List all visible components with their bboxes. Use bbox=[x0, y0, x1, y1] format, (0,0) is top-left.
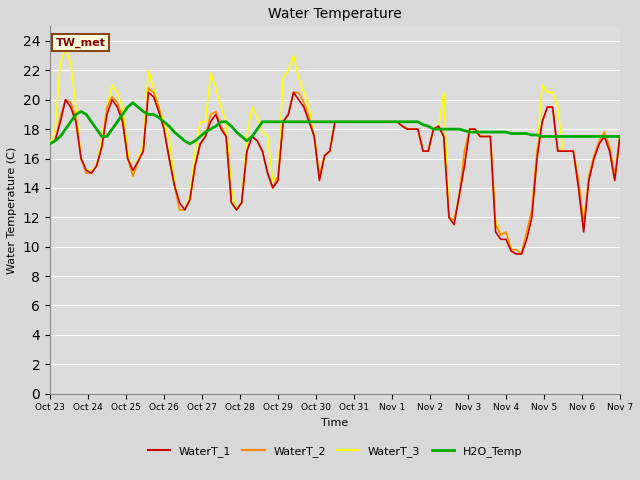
Y-axis label: Water Temperature (C): Water Temperature (C) bbox=[7, 146, 17, 274]
Title: Water Temperature: Water Temperature bbox=[268, 7, 402, 21]
X-axis label: Time: Time bbox=[321, 418, 349, 428]
Legend: WaterT_1, WaterT_2, WaterT_3, H2O_Temp: WaterT_1, WaterT_2, WaterT_3, H2O_Temp bbox=[143, 442, 527, 461]
Text: TW_met: TW_met bbox=[56, 37, 106, 48]
